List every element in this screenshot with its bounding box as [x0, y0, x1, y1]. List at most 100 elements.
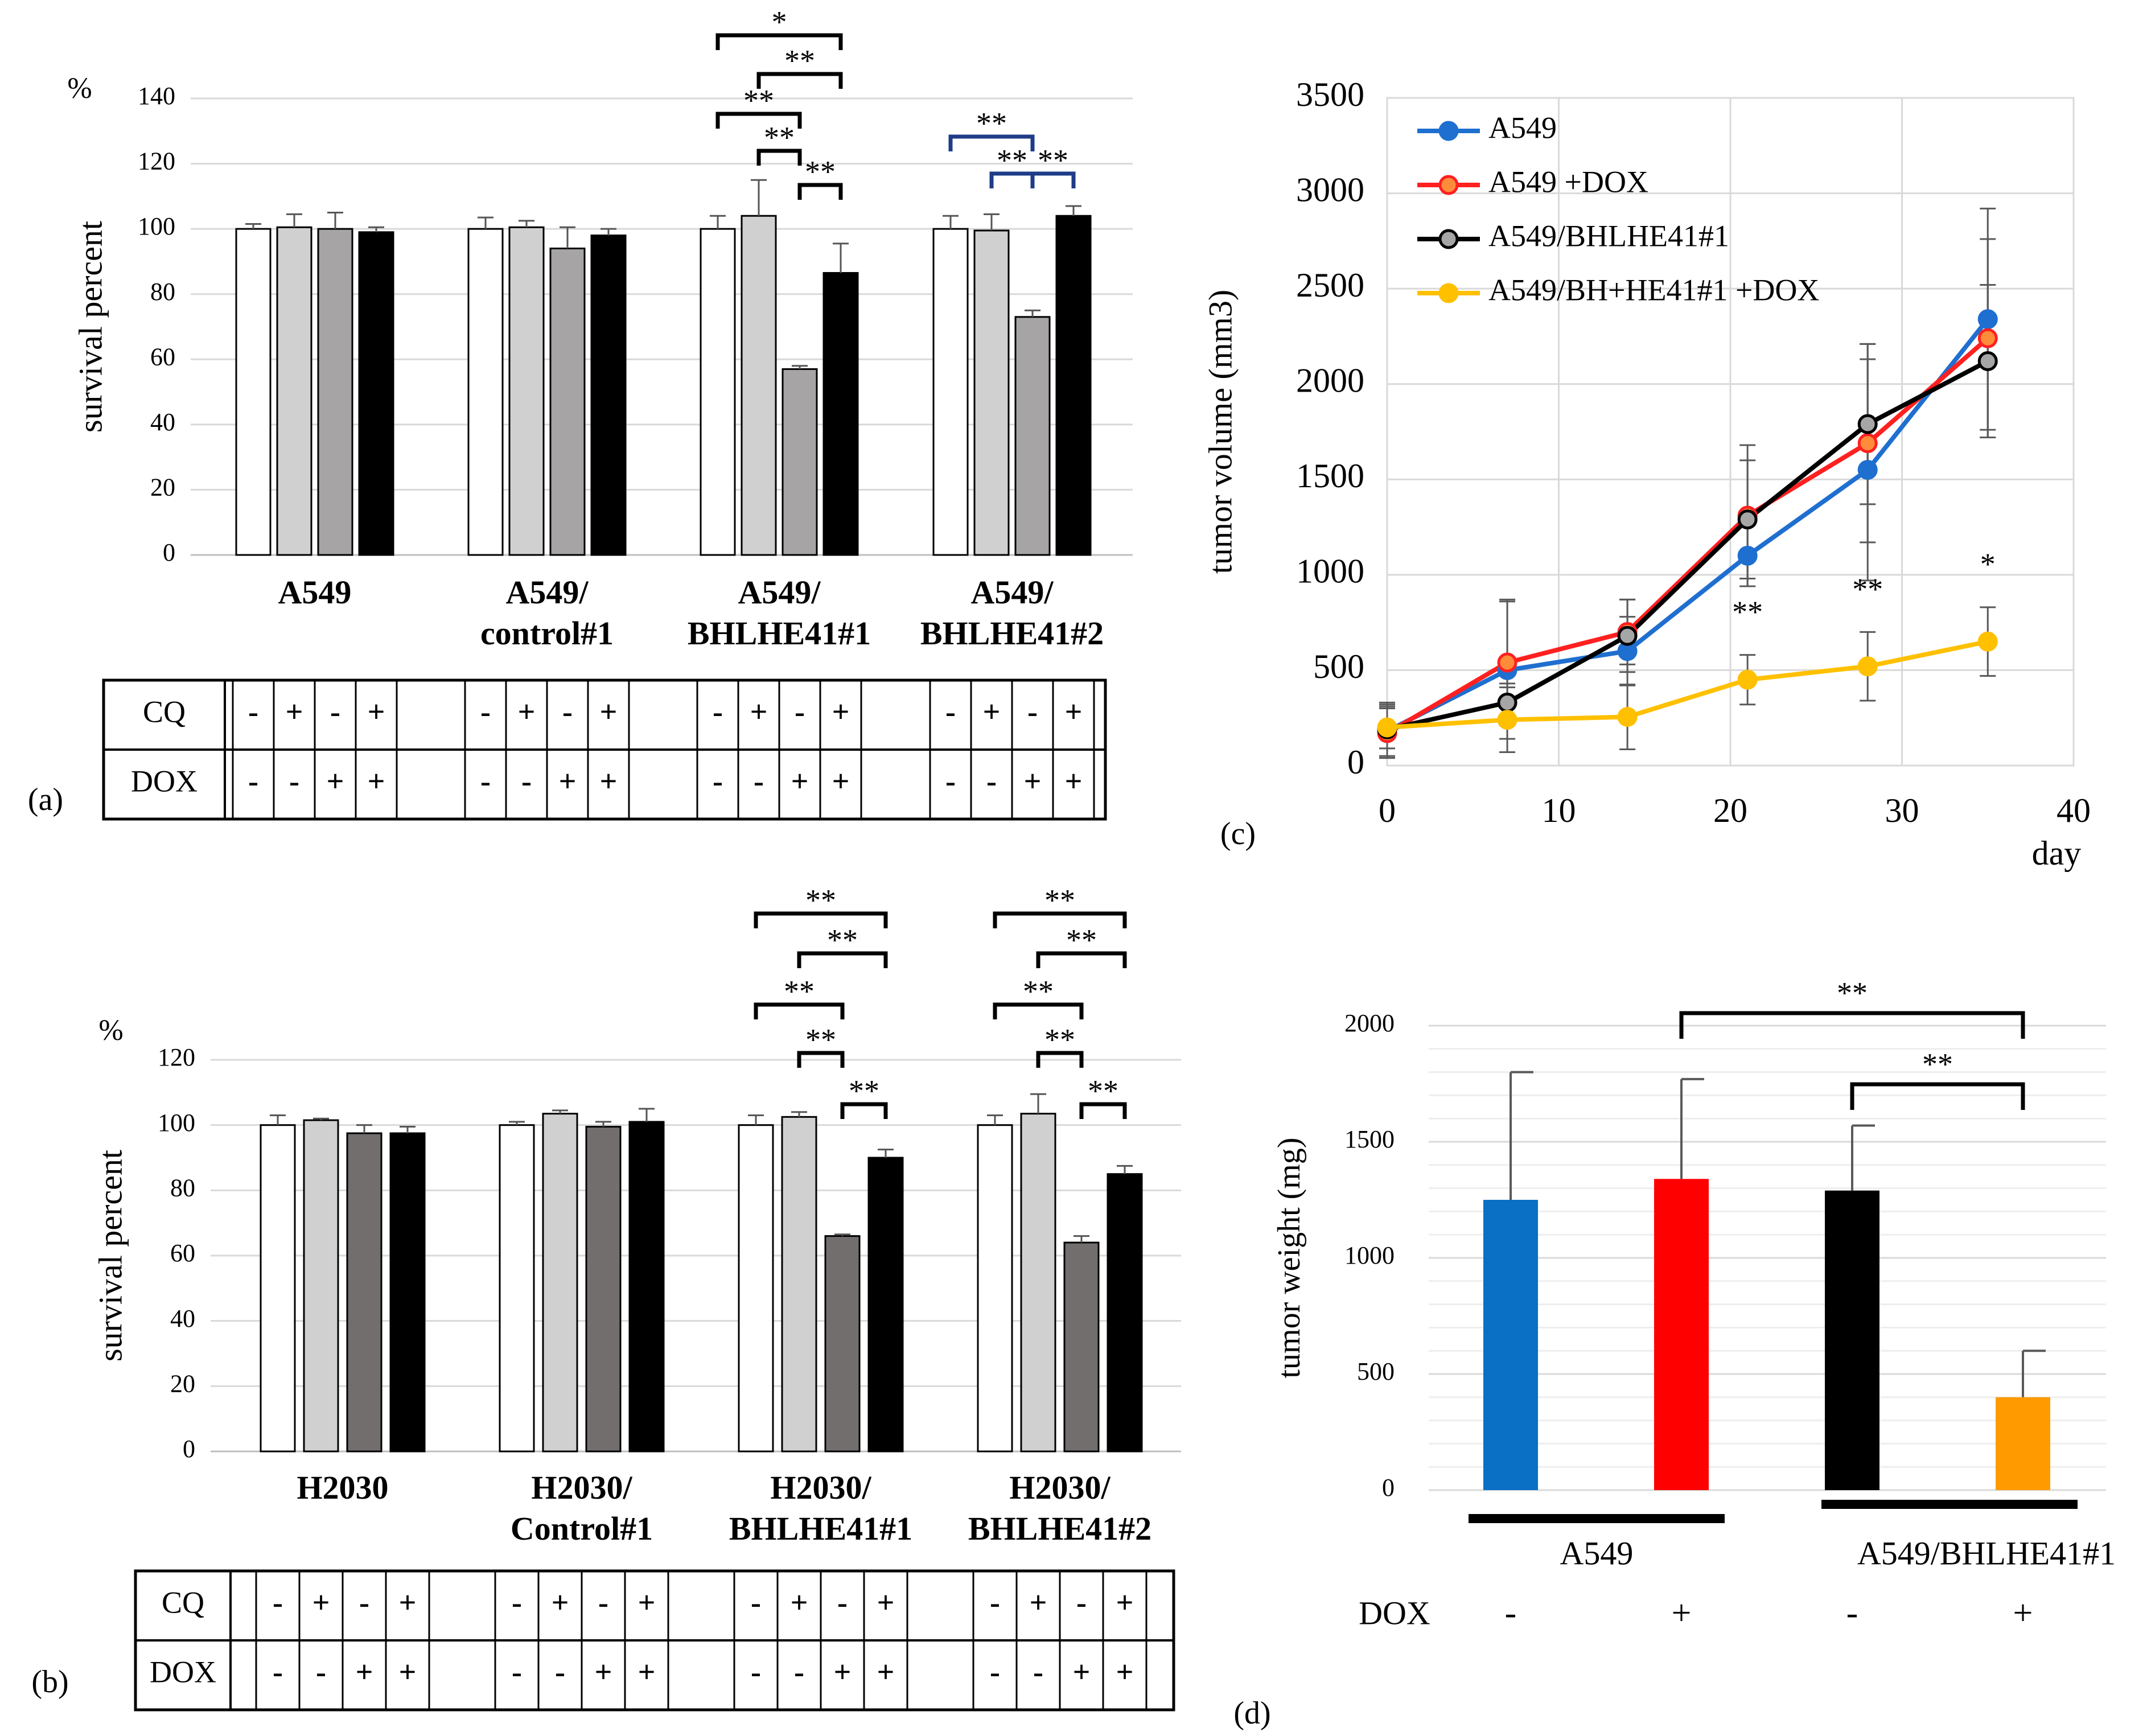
group-label-line: control#1 [480, 615, 614, 652]
table-mark: + [312, 1585, 330, 1619]
y-tick-label: 500 [1357, 1357, 1395, 1385]
significance-label: ** [784, 43, 815, 77]
legend-swatch-marker [1438, 283, 1459, 303]
table-mark: + [1116, 1655, 1134, 1689]
legend-label: A549 +DOX [1488, 164, 1648, 199]
data-point [1857, 414, 1878, 434]
y-tick-label: 60 [150, 343, 175, 371]
bar [1483, 1200, 1538, 1490]
bar [1014, 316, 1051, 556]
bar [973, 229, 1010, 556]
table-mark: - [986, 764, 997, 798]
data-point [1497, 692, 1517, 713]
bar [1654, 1179, 1709, 1490]
bar [317, 228, 353, 556]
table-mark: + [518, 694, 536, 729]
panel-b: 0 20 40 60 80 100 120 survival percent% H2030 H20… [31, 883, 1181, 1712]
series-line [1387, 639, 1989, 730]
significance-bracket [993, 911, 1127, 928]
bar [499, 1124, 535, 1453]
group-label-line: BHLHE41#2 [920, 615, 1104, 652]
table-mark: - [289, 764, 299, 798]
table-mark: - [1076, 1585, 1087, 1619]
bar [467, 228, 504, 556]
group-label-line: H2030/ [1009, 1469, 1111, 1506]
group-label-line: A549/ [506, 574, 589, 611]
table-mark: - [521, 764, 532, 798]
table-mark: + [368, 764, 385, 798]
y-tick-label: 2000 [1344, 1009, 1395, 1037]
table-mark: + [286, 694, 303, 729]
group-underline [1821, 1500, 2078, 1509]
y-tick-label: 0 [183, 1435, 195, 1463]
significance-label: ** [805, 883, 836, 917]
group-label: A549/BHLHE41#2 [920, 574, 1104, 652]
legend-label: A549 [1488, 110, 1557, 145]
table-mark: + [399, 1655, 417, 1689]
data-point [1977, 309, 1998, 330]
group-label: A549/control#1 [480, 574, 614, 652]
data-point [1737, 669, 1758, 690]
table-mark: - [598, 1585, 608, 1619]
table-mark: + [750, 694, 768, 729]
table-mark: - [794, 1655, 804, 1689]
y-tick-label: 60 [170, 1239, 195, 1267]
table-mark: - [248, 694, 258, 729]
significance-label: ** [1837, 976, 1868, 1010]
significance-label: ** [849, 1073, 879, 1108]
data-point [1497, 710, 1517, 730]
group-label-line: A549/ [971, 574, 1054, 611]
bar [542, 1113, 578, 1453]
significance-bracket [754, 1002, 845, 1019]
bar [741, 215, 777, 556]
significance-bracket [797, 183, 843, 200]
table-mark: + [595, 1655, 612, 1689]
bar [590, 235, 627, 556]
panel-label: (b) [31, 1664, 68, 1700]
y-tick-label: 1500 [1296, 457, 1364, 495]
y-tick-label: 0 [1347, 743, 1364, 781]
bar [1020, 1113, 1056, 1453]
significance-bracket [1079, 1102, 1127, 1119]
table-mark: + [1065, 764, 1083, 798]
group-label: A549/BHLHE41#1 [1857, 1535, 2116, 1572]
bar [303, 1119, 339, 1453]
table-mark: - [795, 694, 805, 729]
table-mark: - [562, 694, 573, 729]
x-tick-label: 20 [1713, 792, 1747, 829]
bar [781, 1116, 817, 1453]
bar [1825, 1190, 1879, 1490]
x-axis-label: day [2032, 834, 2082, 872]
table-mark: + [600, 694, 618, 729]
y-tick-label: 3000 [1296, 171, 1364, 208]
y-axis-label: survival percent [92, 1150, 129, 1361]
table-mark: - [990, 1585, 1000, 1619]
data-point [1617, 707, 1638, 727]
y-axis-label: survival percent [72, 221, 109, 433]
bar [932, 228, 969, 556]
table-mark: + [600, 764, 618, 798]
bar [1107, 1173, 1143, 1453]
significance-label: ** [827, 923, 858, 957]
y-tick-label: 40 [150, 408, 175, 436]
dox-label: DOX [1359, 1594, 1430, 1631]
table-mark: + [877, 1585, 895, 1619]
bar [782, 368, 818, 556]
dox-mark: + [2013, 1594, 2033, 1632]
data-point [1857, 656, 1878, 677]
significance-label: ** [1732, 595, 1763, 629]
table-mark: - [754, 764, 764, 798]
y-tick-label: 120 [158, 1043, 195, 1071]
table-mark: - [273, 1655, 283, 1689]
table-mark: - [945, 694, 956, 729]
y-tick-label: 120 [138, 147, 175, 175]
y-axis-label: tumor volume (mm3) [1202, 290, 1239, 574]
table-mark: - [713, 764, 723, 798]
x-tick-label: 0 [1379, 792, 1396, 829]
table-mark: + [983, 694, 1001, 729]
group-label-line: BHLHE41#2 [968, 1510, 1151, 1547]
significance-label: ** [784, 974, 815, 1008]
bar [260, 1124, 296, 1453]
table-mark: + [399, 1585, 417, 1619]
y-tick-label: 2000 [1296, 361, 1364, 399]
